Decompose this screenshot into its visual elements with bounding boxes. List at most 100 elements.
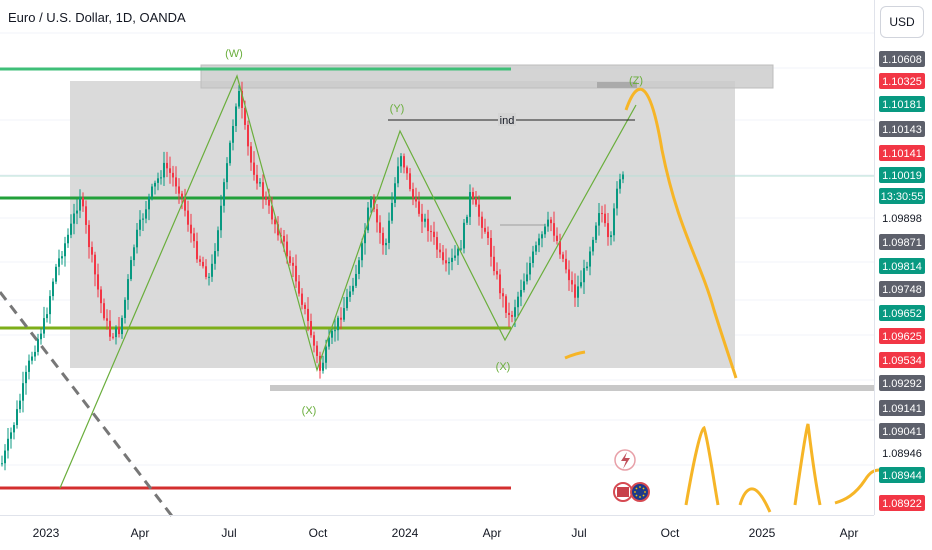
candle-body xyxy=(70,223,72,235)
candle-body xyxy=(22,383,24,401)
candle-body xyxy=(289,256,291,263)
candle-body xyxy=(205,266,207,277)
candle-body xyxy=(82,197,84,207)
candle-body xyxy=(88,224,90,248)
candle-body xyxy=(79,197,81,211)
candle-body xyxy=(118,327,120,335)
candle-body xyxy=(85,206,87,225)
annotations: (W) (Y) (X) (X) (Z) ind xyxy=(225,48,643,417)
candle-body xyxy=(175,177,177,187)
candle-body xyxy=(505,296,507,313)
ind-label-bg xyxy=(498,113,516,126)
forecast-wave-1 xyxy=(684,425,720,506)
time-axis[interactable] xyxy=(0,515,874,550)
candle-body xyxy=(517,296,519,308)
candle-body xyxy=(199,259,201,262)
candle-body xyxy=(124,299,126,318)
candle-body xyxy=(553,223,555,236)
candle-body xyxy=(577,286,579,298)
candle-body xyxy=(520,290,522,297)
candle-body xyxy=(187,210,189,225)
candle-body xyxy=(598,213,600,226)
event-icons xyxy=(613,449,650,502)
candle-body xyxy=(601,213,603,215)
eu-star xyxy=(635,494,638,497)
candle-body xyxy=(514,307,516,317)
eu-star xyxy=(635,487,638,490)
candle-body xyxy=(100,289,102,304)
candle-body xyxy=(43,318,45,334)
candle-body xyxy=(406,167,408,174)
elliott-wave-path xyxy=(59,74,637,489)
candle-body xyxy=(391,202,393,221)
candle-body xyxy=(469,192,471,217)
candle-body xyxy=(589,251,591,267)
candle-body xyxy=(535,245,537,252)
candle-body xyxy=(370,199,372,208)
range-box xyxy=(70,81,735,368)
candle-body xyxy=(622,174,624,180)
candle-body xyxy=(454,255,456,258)
candle-body xyxy=(238,91,240,107)
candle-body xyxy=(334,330,336,332)
candle-body xyxy=(547,219,549,227)
currency-button[interactable]: USD xyxy=(880,6,924,38)
candle-body xyxy=(307,308,309,322)
candle-body xyxy=(550,219,552,224)
candle-body xyxy=(436,237,438,250)
candle-body xyxy=(112,336,114,338)
candle-body xyxy=(331,330,333,338)
candle-body xyxy=(397,166,399,184)
candle-body xyxy=(442,252,444,261)
candle-body xyxy=(319,355,321,371)
candle-body xyxy=(148,196,150,210)
candle-body xyxy=(163,162,165,178)
candle-body xyxy=(277,224,279,236)
candle-body xyxy=(448,261,450,264)
candle-body xyxy=(139,219,141,230)
forecast-tick xyxy=(564,350,586,360)
chart-title: Euro / U.S. Dollar, 1D, OANDA xyxy=(8,10,186,25)
horizontal-lines xyxy=(0,67,874,521)
candle-body xyxy=(523,281,525,291)
candle-body xyxy=(490,238,492,257)
candle-body xyxy=(421,213,423,222)
candle-body xyxy=(58,258,60,267)
candle-body xyxy=(244,107,246,125)
candle-body xyxy=(247,124,249,147)
dashed-trendline xyxy=(0,291,177,521)
candle-body xyxy=(394,183,396,203)
candle-body xyxy=(538,238,540,246)
forecast-wave-4 xyxy=(834,468,881,505)
wave-label: (X) xyxy=(496,361,511,373)
eu-flag-icon xyxy=(630,482,650,502)
candle-body xyxy=(55,266,57,282)
candle-body xyxy=(109,320,111,337)
candle-body xyxy=(367,207,369,231)
candle-body xyxy=(463,222,465,249)
candle-body xyxy=(235,106,237,126)
candle-body xyxy=(457,248,459,256)
candle-body xyxy=(610,235,612,238)
candle-body xyxy=(217,230,219,252)
candle-body xyxy=(142,218,144,220)
candle-body xyxy=(250,146,252,163)
lightning-glyph xyxy=(621,452,630,469)
candle-body xyxy=(565,258,567,270)
candle-body xyxy=(358,260,360,274)
eu-star xyxy=(639,496,641,498)
candle-body xyxy=(466,216,468,223)
candle-body xyxy=(619,179,621,189)
candle-body xyxy=(28,360,30,372)
candle-body xyxy=(583,268,585,283)
candle-body xyxy=(424,218,426,222)
candle-body xyxy=(325,346,327,363)
price-axis[interactable] xyxy=(874,0,932,515)
candle-body xyxy=(256,174,258,184)
ind-label: ind xyxy=(500,115,515,127)
candle-body xyxy=(94,254,96,275)
candle-body xyxy=(241,91,243,108)
candle-body xyxy=(253,162,255,175)
candle-body xyxy=(49,296,51,315)
